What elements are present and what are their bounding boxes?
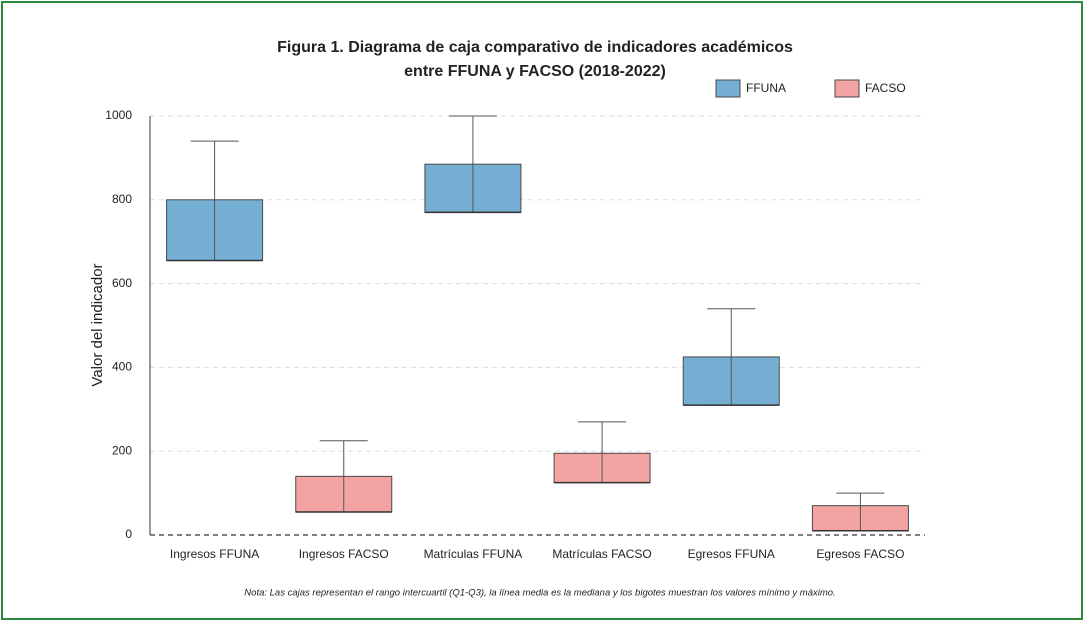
chart-title: Figura 1. Diagrama de caja comparativo d…: [277, 39, 793, 56]
x-tick-label: Matrículas FFUNA: [424, 547, 523, 561]
chart-title: entre FFUNA y FACSO (2018-2022): [404, 63, 666, 80]
x-tick-label: Ingresos FFUNA: [170, 547, 259, 561]
x-tick-label: Egresos FACSO: [816, 547, 904, 561]
y-tick-label: 200: [112, 443, 132, 457]
x-tick-label: Ingresos FACSO: [299, 547, 389, 561]
y-tick-label: 600: [112, 276, 132, 290]
y-tick-label: 1000: [105, 108, 132, 122]
y-tick-label: 800: [112, 192, 132, 206]
legend-swatch: [715, 79, 741, 98]
note: Nota: Las cajas representan el rango int…: [244, 588, 835, 599]
legend-label: FFUNA: [746, 81, 786, 95]
y-tick-label: 0: [125, 527, 132, 541]
legend-label: FACSO: [865, 81, 906, 95]
y-tick-label: 400: [112, 360, 132, 374]
y-axis-label: Valor del indicador: [89, 263, 106, 386]
x-tick-label: Egresos FFUNA: [688, 547, 775, 561]
legend-swatch: [834, 79, 860, 98]
x-tick-label: Matrículas FACSO: [552, 547, 651, 561]
